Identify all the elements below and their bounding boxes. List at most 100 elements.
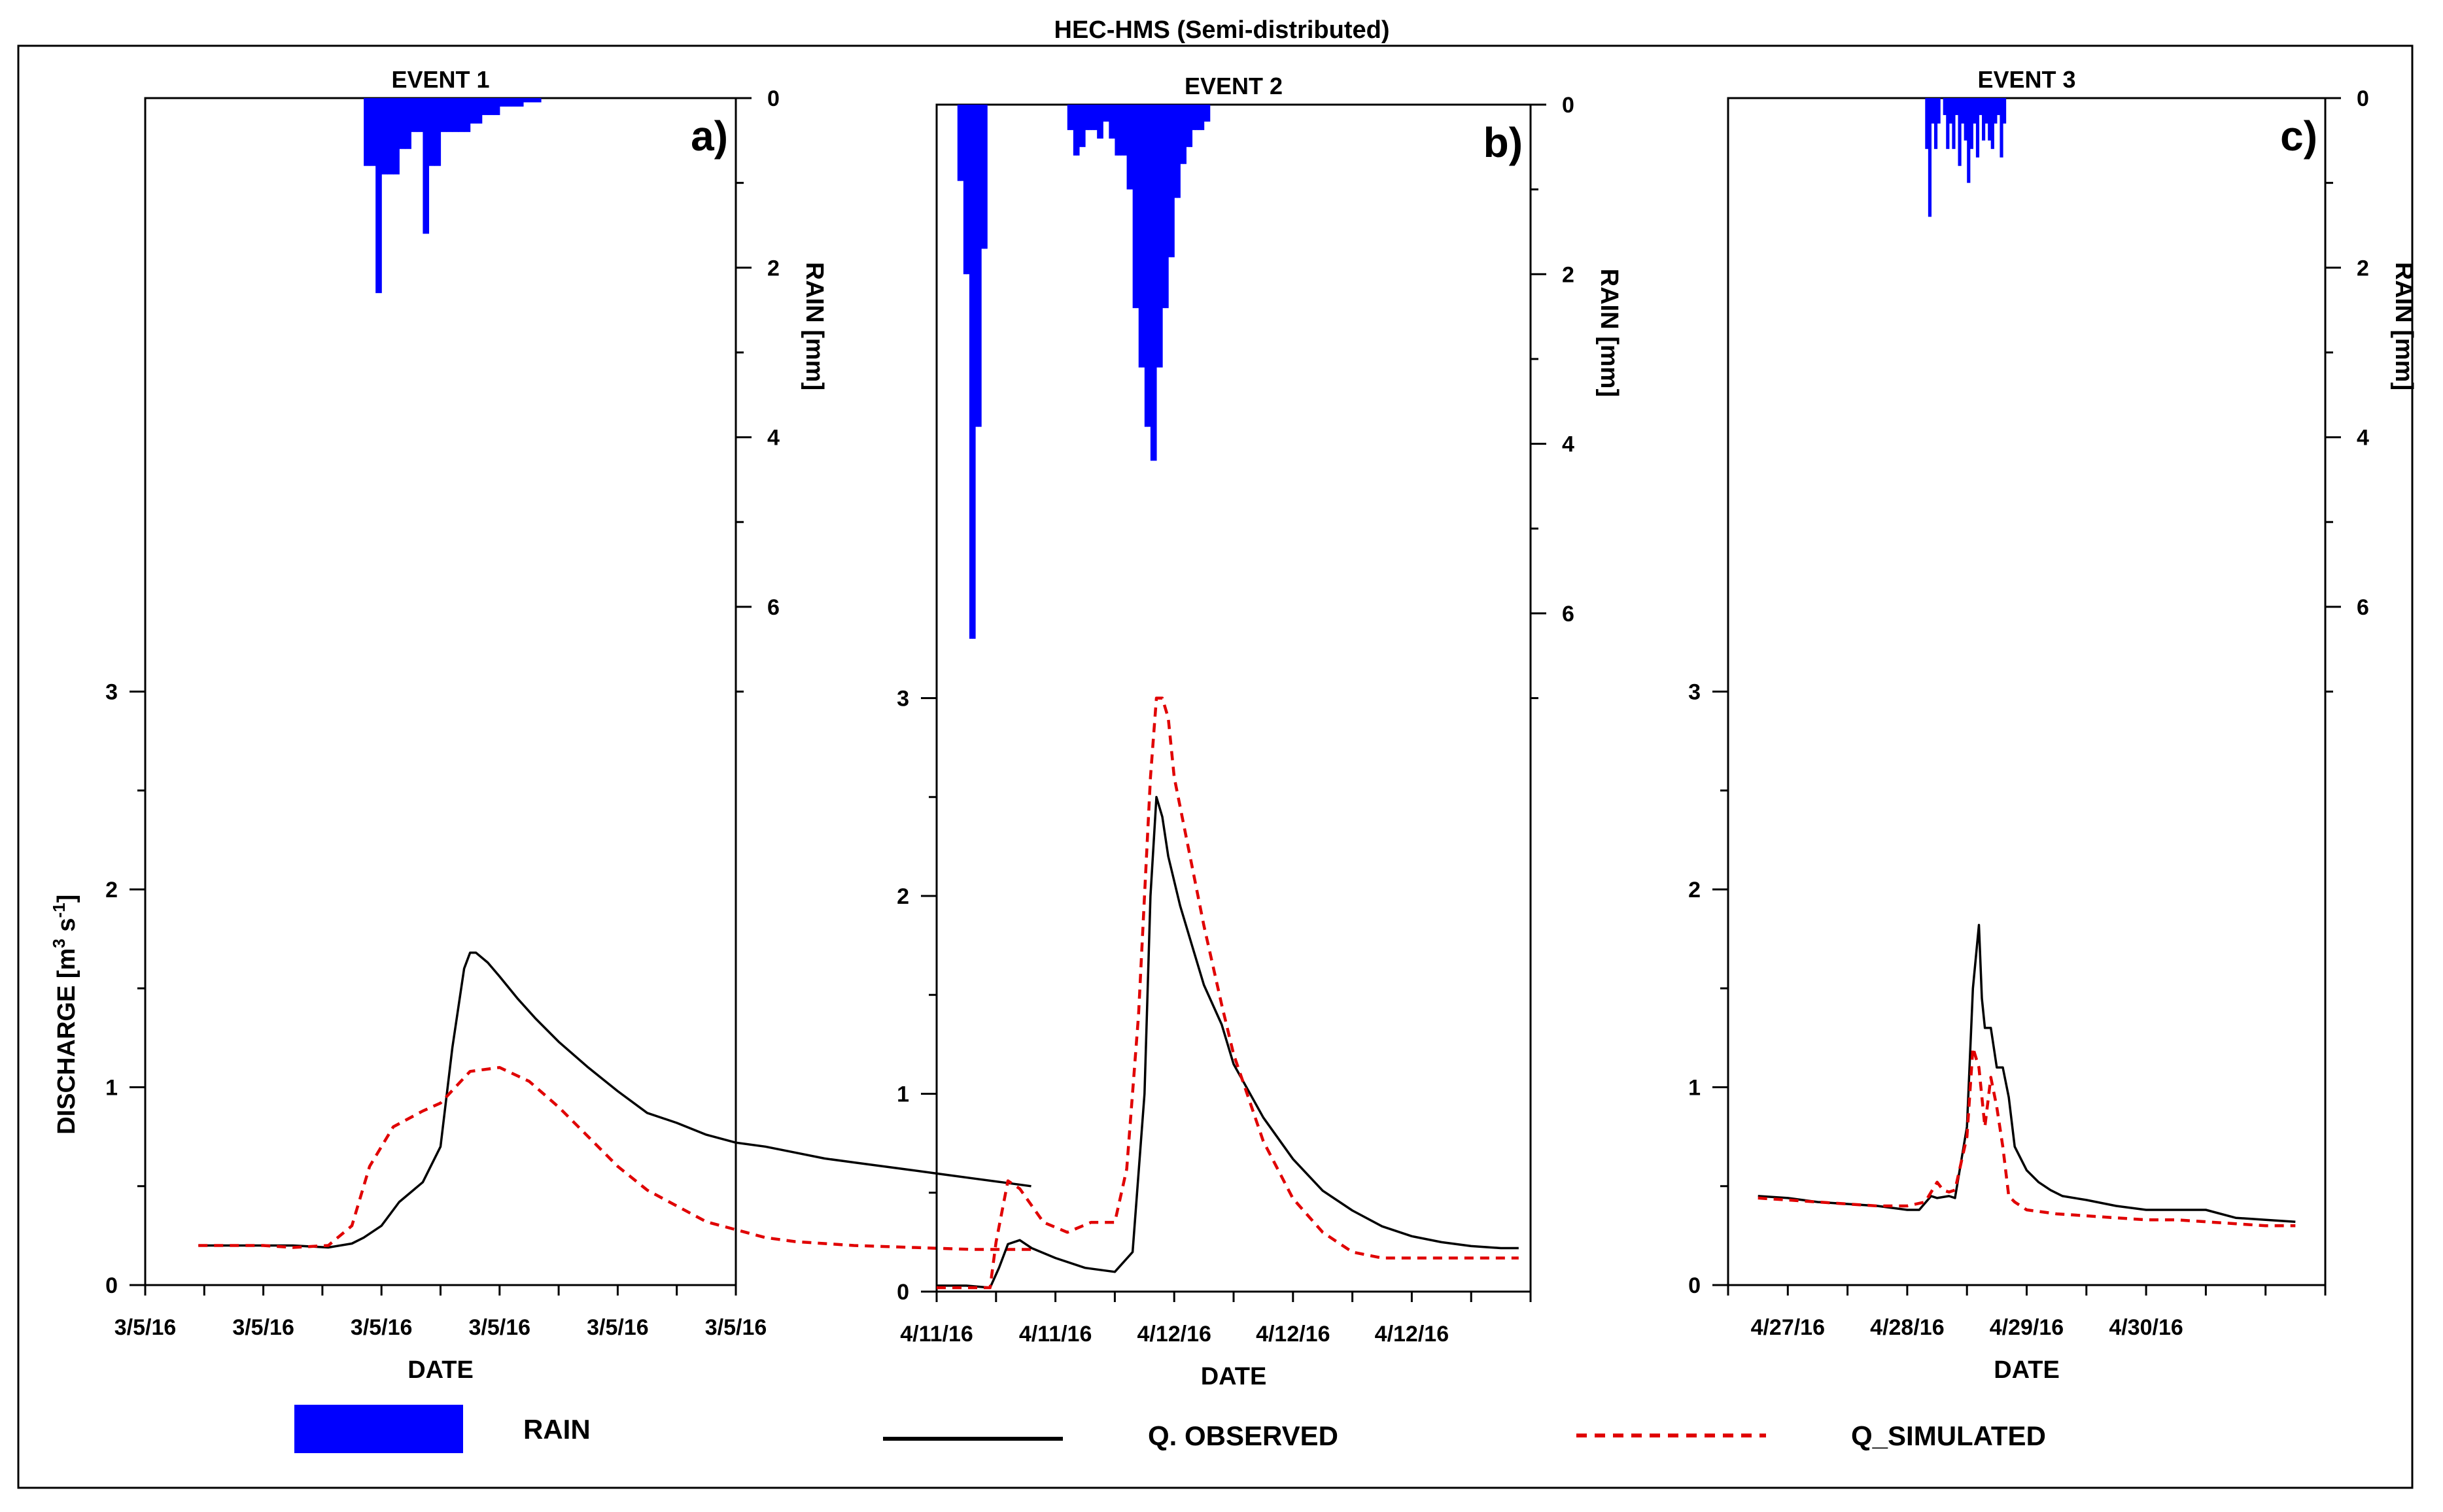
rain-bar [1979, 98, 1983, 115]
x-tick-label: 4/11/16 [900, 1322, 973, 1347]
panel-label: c) [2280, 112, 2317, 160]
rain-bar [458, 98, 465, 132]
rain-bar [481, 98, 489, 115]
rain-bar [1103, 105, 1107, 122]
x-tick-label: 4/28/16 [1870, 1315, 1944, 1340]
rain-bar [1135, 105, 1139, 309]
rain-bars [364, 98, 542, 294]
x-axis-title: DATE [1994, 1356, 2060, 1384]
rain-bar [1171, 105, 1175, 258]
rain-bars [957, 105, 1211, 639]
y-tick-label: 0 [1688, 1273, 1701, 1298]
x-axis-title: DATE [407, 1356, 474, 1384]
panels: EVENT 1 a) 0 1 2 3 0 2 4 6 RAIN [mm] 3/5/16 3/5/16 3/… [49, 66, 2417, 1390]
y-tick-label: 3 [105, 680, 118, 705]
rain-bar [487, 98, 494, 115]
rain-bar [1961, 98, 1965, 124]
rain-bar [1192, 105, 1196, 130]
x-tick-label: 3/5/16 [469, 1315, 531, 1340]
rain-bar [528, 98, 536, 103]
x-tick-label: 4/12/16 [1256, 1322, 1330, 1347]
y2-tick-label: 4 [2357, 426, 2369, 451]
rain-bar [1091, 105, 1095, 130]
rain-bar [1094, 105, 1098, 130]
panel-event-1: EVENT 1 a) 0 1 2 3 0 2 4 6 RAIN [mm] 3/5/16 3/5/16 3/… [49, 66, 1031, 1384]
y2-tick-label: 2 [767, 256, 780, 281]
rain-bar [1144, 105, 1148, 427]
rain-bar [1117, 105, 1122, 156]
y-tick-label: 2 [897, 884, 909, 909]
rain-bar [1156, 105, 1160, 368]
rain-bar [969, 105, 973, 639]
rain-bar [1153, 105, 1157, 461]
rain-bar [1183, 105, 1187, 164]
legend-observed-label: Q. OBSERVED [1148, 1420, 1338, 1451]
rain-bar [1186, 105, 1190, 147]
plot-area-frame [935, 103, 1532, 1293]
x-tick-label: 3/5/16 [705, 1315, 767, 1340]
rain-bar [1925, 98, 1929, 149]
legend-rain-swatch [294, 1405, 463, 1453]
series-observed-line [1758, 923, 2296, 1223]
series-observed-line [198, 952, 1031, 1249]
panel-event-2: EVENT 2 b) 0 1 2 3 0 2 4 6 RAIN [mm] 4/11/16 4/11/16… [897, 73, 1623, 1390]
rain-bar [411, 98, 417, 132]
panel-title: EVENT 2 [1185, 73, 1283, 99]
rain-bar [428, 98, 436, 166]
y-tick-label: 2 [1688, 878, 1701, 902]
y2-tick-label: 6 [2357, 595, 2369, 620]
rain-bar [1165, 105, 1169, 309]
rain-bar [1150, 105, 1154, 461]
x-tick-label: 4/12/16 [1137, 1322, 1211, 1347]
rain-bar [1943, 98, 1947, 115]
rain-bar [1964, 98, 1967, 141]
rain-bar [1105, 105, 1109, 122]
rain-bar [1990, 98, 1994, 149]
rain-bar [511, 98, 518, 107]
y-tick-label: 1 [897, 1082, 909, 1107]
y2-tick-label: 0 [2357, 86, 2369, 111]
rain-bar [1147, 105, 1151, 427]
y-tick-label: 3 [1688, 680, 1701, 705]
rain-bar [1958, 98, 1962, 166]
rain-bar [2000, 98, 2003, 158]
rain-bar [1076, 105, 1080, 156]
legend-simulated-label: Q_SIMULATED [1851, 1420, 2046, 1451]
y2-tick-label: 0 [767, 86, 780, 111]
rain-bar [470, 98, 477, 124]
figure-frame [17, 44, 2414, 1489]
rain-bar [1130, 105, 1134, 190]
y2-tick-label: 6 [1562, 602, 1574, 627]
rain-bar [1073, 105, 1077, 156]
rain-bar [1079, 105, 1083, 147]
x-tick-label: 4/30/16 [2109, 1315, 2183, 1340]
x-tick-label: 3/5/16 [232, 1315, 294, 1340]
y2-tick-label: 4 [767, 426, 780, 451]
x-tick-label: 4/12/16 [1375, 1322, 1449, 1347]
rain-bar [1168, 105, 1172, 258]
y-tick-label: 1 [105, 1076, 118, 1101]
rain-bar [966, 105, 970, 275]
rain-bar [1109, 105, 1113, 139]
rain-bar [1931, 98, 1935, 124]
rain-bars [1925, 98, 2007, 217]
rain-bar [505, 98, 512, 107]
legend-rain-label: RAIN [523, 1414, 591, 1445]
y2-tick-label: 4 [1562, 432, 1574, 457]
rain-bar [499, 98, 506, 107]
rain-bar [434, 98, 442, 166]
legend: RAIN Q. OBSERVED Q_SIMULATED [294, 1405, 2046, 1453]
rain-bar [417, 98, 424, 132]
x-axis-title: DATE [1201, 1363, 1267, 1390]
rain-bar [957, 105, 961, 181]
rain-bar [464, 98, 471, 132]
rain-bar [393, 98, 400, 175]
rain-bar [1097, 105, 1101, 139]
rain-bar [423, 98, 430, 234]
rain-bar [1975, 98, 1980, 158]
rain-bar [1988, 98, 1992, 141]
panel-title: EVENT 1 [391, 66, 489, 93]
rain-bar [370, 98, 376, 166]
rain-bar [517, 98, 524, 107]
series-simulated-line [937, 696, 1519, 1290]
